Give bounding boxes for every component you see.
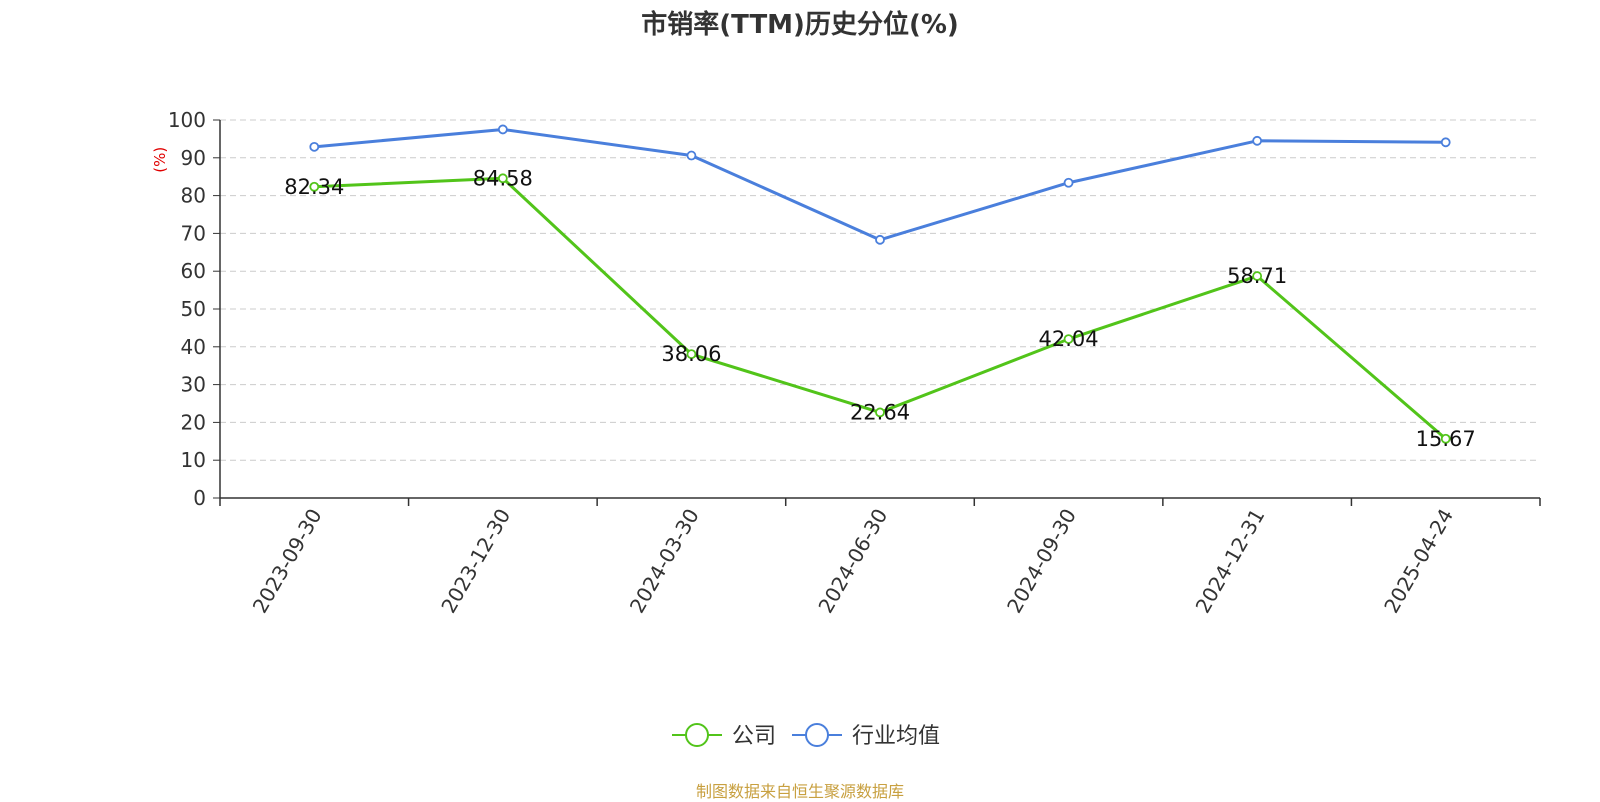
x-tick-label: 2023-09-30 <box>248 505 327 618</box>
data-point-company <box>309 181 320 192</box>
data-point-company <box>1063 334 1074 344</box>
data-point-company <box>1440 433 1451 444</box>
y-tick-label: 100 <box>168 108 206 132</box>
y-tick-label: 40 <box>181 335 206 359</box>
data-point-industry <box>686 150 697 161</box>
grid-lines <box>220 119 1540 461</box>
y-tick-label: 0 <box>193 486 206 510</box>
legend-marker-industry <box>805 723 829 747</box>
data-point-industry <box>309 141 320 152</box>
legend-label-industry: 行业均值 <box>852 724 940 749</box>
y-tick-label: 10 <box>181 448 206 472</box>
y-tick-label: 50 <box>181 297 206 321</box>
data-point-company <box>1252 271 1263 281</box>
x-tick-label: 2024-06-30 <box>813 505 892 618</box>
y-tick-label: 80 <box>181 184 206 208</box>
x-tick-label: 2025-04-24 <box>1379 505 1458 618</box>
y-tick-label: 90 <box>181 146 206 170</box>
data-point-industry <box>1440 137 1451 148</box>
data-label-company: 84.58 <box>473 166 533 190</box>
legend: 公司 行业均值 <box>672 723 940 749</box>
x-tick-label: 2024-09-30 <box>1002 505 1081 618</box>
data-labels: 82.34 84.58 38.06 22.64 42.04 58.71 15.67 <box>284 166 1476 450</box>
legend-marker-company <box>685 723 709 747</box>
data-point-industry <box>875 234 885 245</box>
chart-title: 市销率(TTM)历史分位(%) <box>641 10 959 40</box>
data-point-industry <box>1063 177 1074 188</box>
data-point-company <box>875 407 885 418</box>
y-tick-label: 20 <box>181 410 206 434</box>
data-label-company: 38.06 <box>661 342 721 366</box>
data-label-company: 82.34 <box>284 175 344 199</box>
source-note: 制图数据来自恒生聚源数据库 <box>695 782 904 801</box>
data-label-company: 15.67 <box>1416 427 1476 451</box>
data-label-company: 22.64 <box>850 400 910 424</box>
data-point-company <box>497 173 508 184</box>
legend-label-company: 公司 <box>732 724 776 749</box>
data-point-industry <box>1252 135 1263 146</box>
data-point-company <box>686 349 697 360</box>
y-axis-unit-label: (%) <box>151 147 169 173</box>
x-tick-label: 2023-12-30 <box>436 505 515 618</box>
y-tick-label: 30 <box>181 373 206 397</box>
data-label-company: 42.04 <box>1039 327 1099 351</box>
data-label-company: 58.71 <box>1227 264 1287 288</box>
x-tick-label: 2024-03-30 <box>625 505 704 618</box>
data-point-industry <box>497 124 508 135</box>
y-tick-label: 70 <box>181 221 206 245</box>
series-lines <box>309 124 1451 444</box>
x-tick-label: 2024-12-31 <box>1191 505 1270 618</box>
y-tick-label: 60 <box>181 259 206 283</box>
